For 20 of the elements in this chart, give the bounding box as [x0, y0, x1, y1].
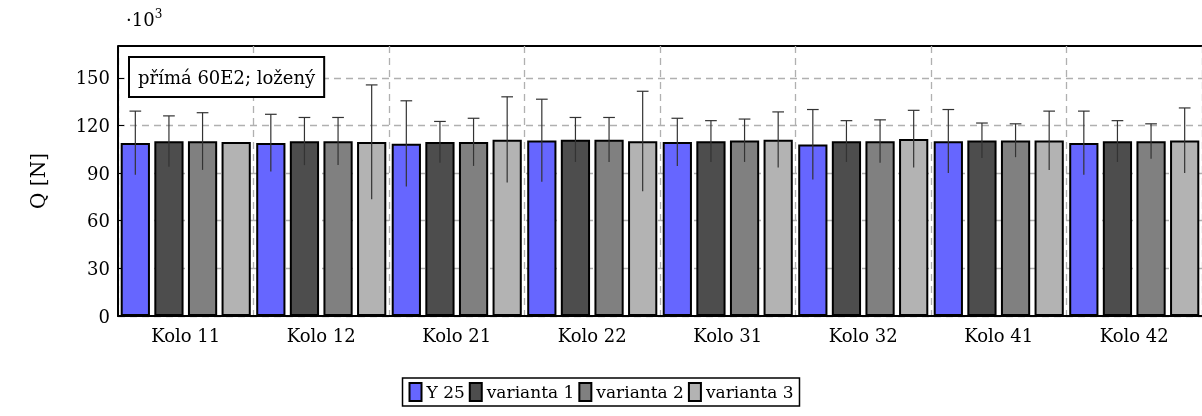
- x-tick-label: Kolo 31: [693, 324, 763, 346]
- legend-label: Y 25: [425, 382, 465, 402]
- legend-label: varianta 2: [595, 382, 684, 402]
- y-tick-label: 0: [98, 305, 110, 327]
- x-tick-label: Kolo 11: [151, 324, 221, 346]
- legend-label: varianta 1: [485, 382, 575, 402]
- legend-label: varianta 3: [704, 382, 794, 402]
- x-tick-label: Kolo 32: [828, 324, 898, 346]
- x-tick-label: Kolo 42: [1099, 324, 1169, 346]
- x-tick-label: Kolo 22: [557, 324, 627, 346]
- y-tick-label: 150: [75, 67, 110, 89]
- y-axis-title: Q [N]: [26, 153, 50, 209]
- y-tick-label: 120: [75, 114, 110, 136]
- y-tick-label: 90: [87, 162, 110, 184]
- annotation: přímá 60E2; ložený: [138, 66, 317, 88]
- x-tick-label: Kolo 12: [286, 324, 356, 346]
- y-tick-label: 60: [87, 210, 110, 232]
- y-tick-label: 30: [87, 257, 110, 279]
- x-tick-label: Kolo 41: [964, 324, 1034, 346]
- x-tick-label: Kolo 21: [422, 324, 492, 346]
